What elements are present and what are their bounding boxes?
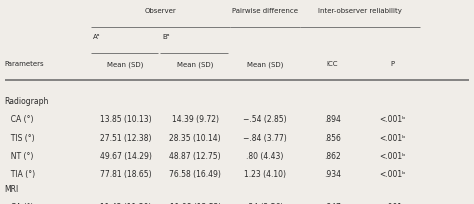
Text: ICC: ICC [327, 61, 338, 67]
Text: 76.58 (16.49): 76.58 (16.49) [169, 169, 221, 178]
Text: Parameters: Parameters [5, 61, 45, 67]
Text: Mean (SD): Mean (SD) [246, 61, 283, 68]
Text: TIA (°): TIA (°) [6, 169, 35, 178]
Text: .862: .862 [324, 151, 341, 160]
Text: Observer: Observer [145, 8, 176, 14]
Text: Mean (SD): Mean (SD) [107, 61, 144, 68]
Text: 11.42 (11.30): 11.42 (11.30) [100, 202, 151, 204]
Text: P: P [391, 61, 395, 67]
Text: NT (°): NT (°) [6, 151, 33, 160]
Text: 27.51 (12.38): 27.51 (12.38) [100, 133, 151, 142]
Text: 28.35 (10.14): 28.35 (10.14) [169, 133, 221, 142]
Text: 77.81 (18.65): 77.81 (18.65) [100, 169, 151, 178]
Text: −.54 (2.85): −.54 (2.85) [243, 115, 287, 124]
Text: .856: .856 [324, 133, 341, 142]
Text: MRI: MRI [5, 184, 19, 193]
Text: Mean (SD): Mean (SD) [177, 61, 213, 68]
Text: Pairwise difference: Pairwise difference [232, 8, 298, 14]
Text: .80 (4.43): .80 (4.43) [246, 151, 283, 160]
Text: <.001ᵇ: <.001ᵇ [379, 133, 406, 142]
Text: .34 (2.56): .34 (2.56) [246, 202, 283, 204]
Text: <.001ᵇ: <.001ᵇ [379, 115, 406, 124]
Text: 13.85 (10.13): 13.85 (10.13) [100, 115, 151, 124]
Text: 14.39 (9.72): 14.39 (9.72) [172, 115, 219, 124]
Text: TIS (°): TIS (°) [6, 133, 34, 142]
Text: 11.08 (12.52): 11.08 (12.52) [170, 202, 221, 204]
Text: CA (°): CA (°) [6, 202, 33, 204]
Text: −.84 (3.77): −.84 (3.77) [243, 133, 287, 142]
Text: 49.67 (14.29): 49.67 (14.29) [100, 151, 152, 160]
Text: Inter-observer reliability: Inter-observer reliability [318, 8, 402, 14]
Text: .847: .847 [324, 202, 341, 204]
Text: CA (°): CA (°) [6, 115, 33, 124]
Text: Radiograph: Radiograph [5, 96, 49, 105]
Text: Aᵃ: Aᵃ [93, 34, 100, 40]
Text: <.001ᵇ: <.001ᵇ [379, 169, 406, 178]
Text: .934: .934 [324, 169, 341, 178]
Text: 1.23 (4.10): 1.23 (4.10) [244, 169, 286, 178]
Text: <.001ᵇ: <.001ᵇ [379, 202, 406, 204]
Text: .894: .894 [324, 115, 341, 124]
Text: 48.87 (12.75): 48.87 (12.75) [169, 151, 221, 160]
Text: <.001ᵇ: <.001ᵇ [379, 151, 406, 160]
Text: Bᵃ: Bᵃ [163, 34, 170, 40]
